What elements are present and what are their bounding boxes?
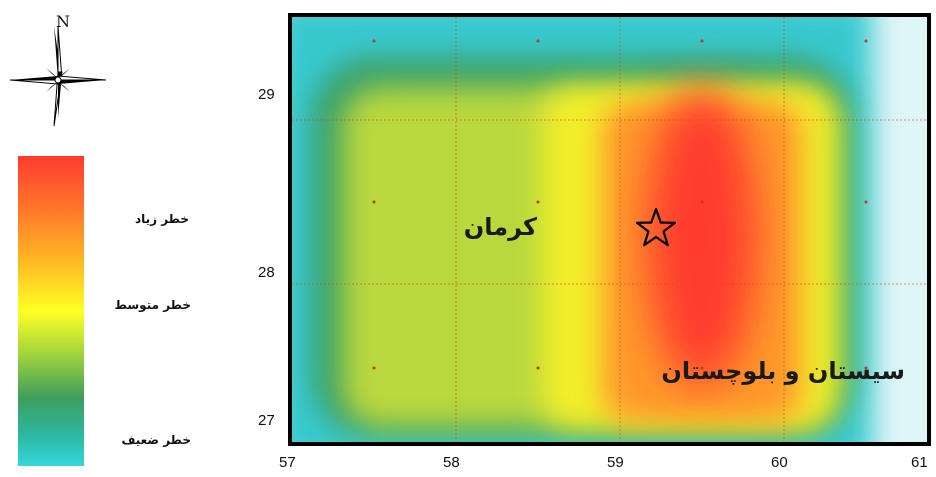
y-tick-27: 27 [258,412,275,429]
map-panel: کرمان سیستان و بلوچستان [288,13,931,446]
place-label-kerman: کرمان [463,213,537,241]
x-tick-58: 58 [443,454,460,471]
x-tick-59: 59 [607,454,624,471]
legend-label-high: خطر زیاد [134,212,189,226]
x-tick-61: 61 [911,454,928,471]
north-label: N [56,12,70,31]
star-icon [635,207,677,247]
y-tick-28: 28 [258,264,275,281]
x-tick-57: 57 [279,454,296,471]
legend-label-medium: خطر متوسط [114,298,191,312]
y-tick-29: 29 [258,86,275,103]
legend-color-bar [18,156,84,466]
compass-rose-icon [9,25,107,127]
risk-heatmap [292,17,927,442]
legend-label-low: خطر ضعیف [121,433,191,447]
north-arrow: N [8,8,108,128]
x-tick-60: 60 [771,454,788,471]
place-label-sistan: سیستان و بلوچستان [661,357,905,385]
